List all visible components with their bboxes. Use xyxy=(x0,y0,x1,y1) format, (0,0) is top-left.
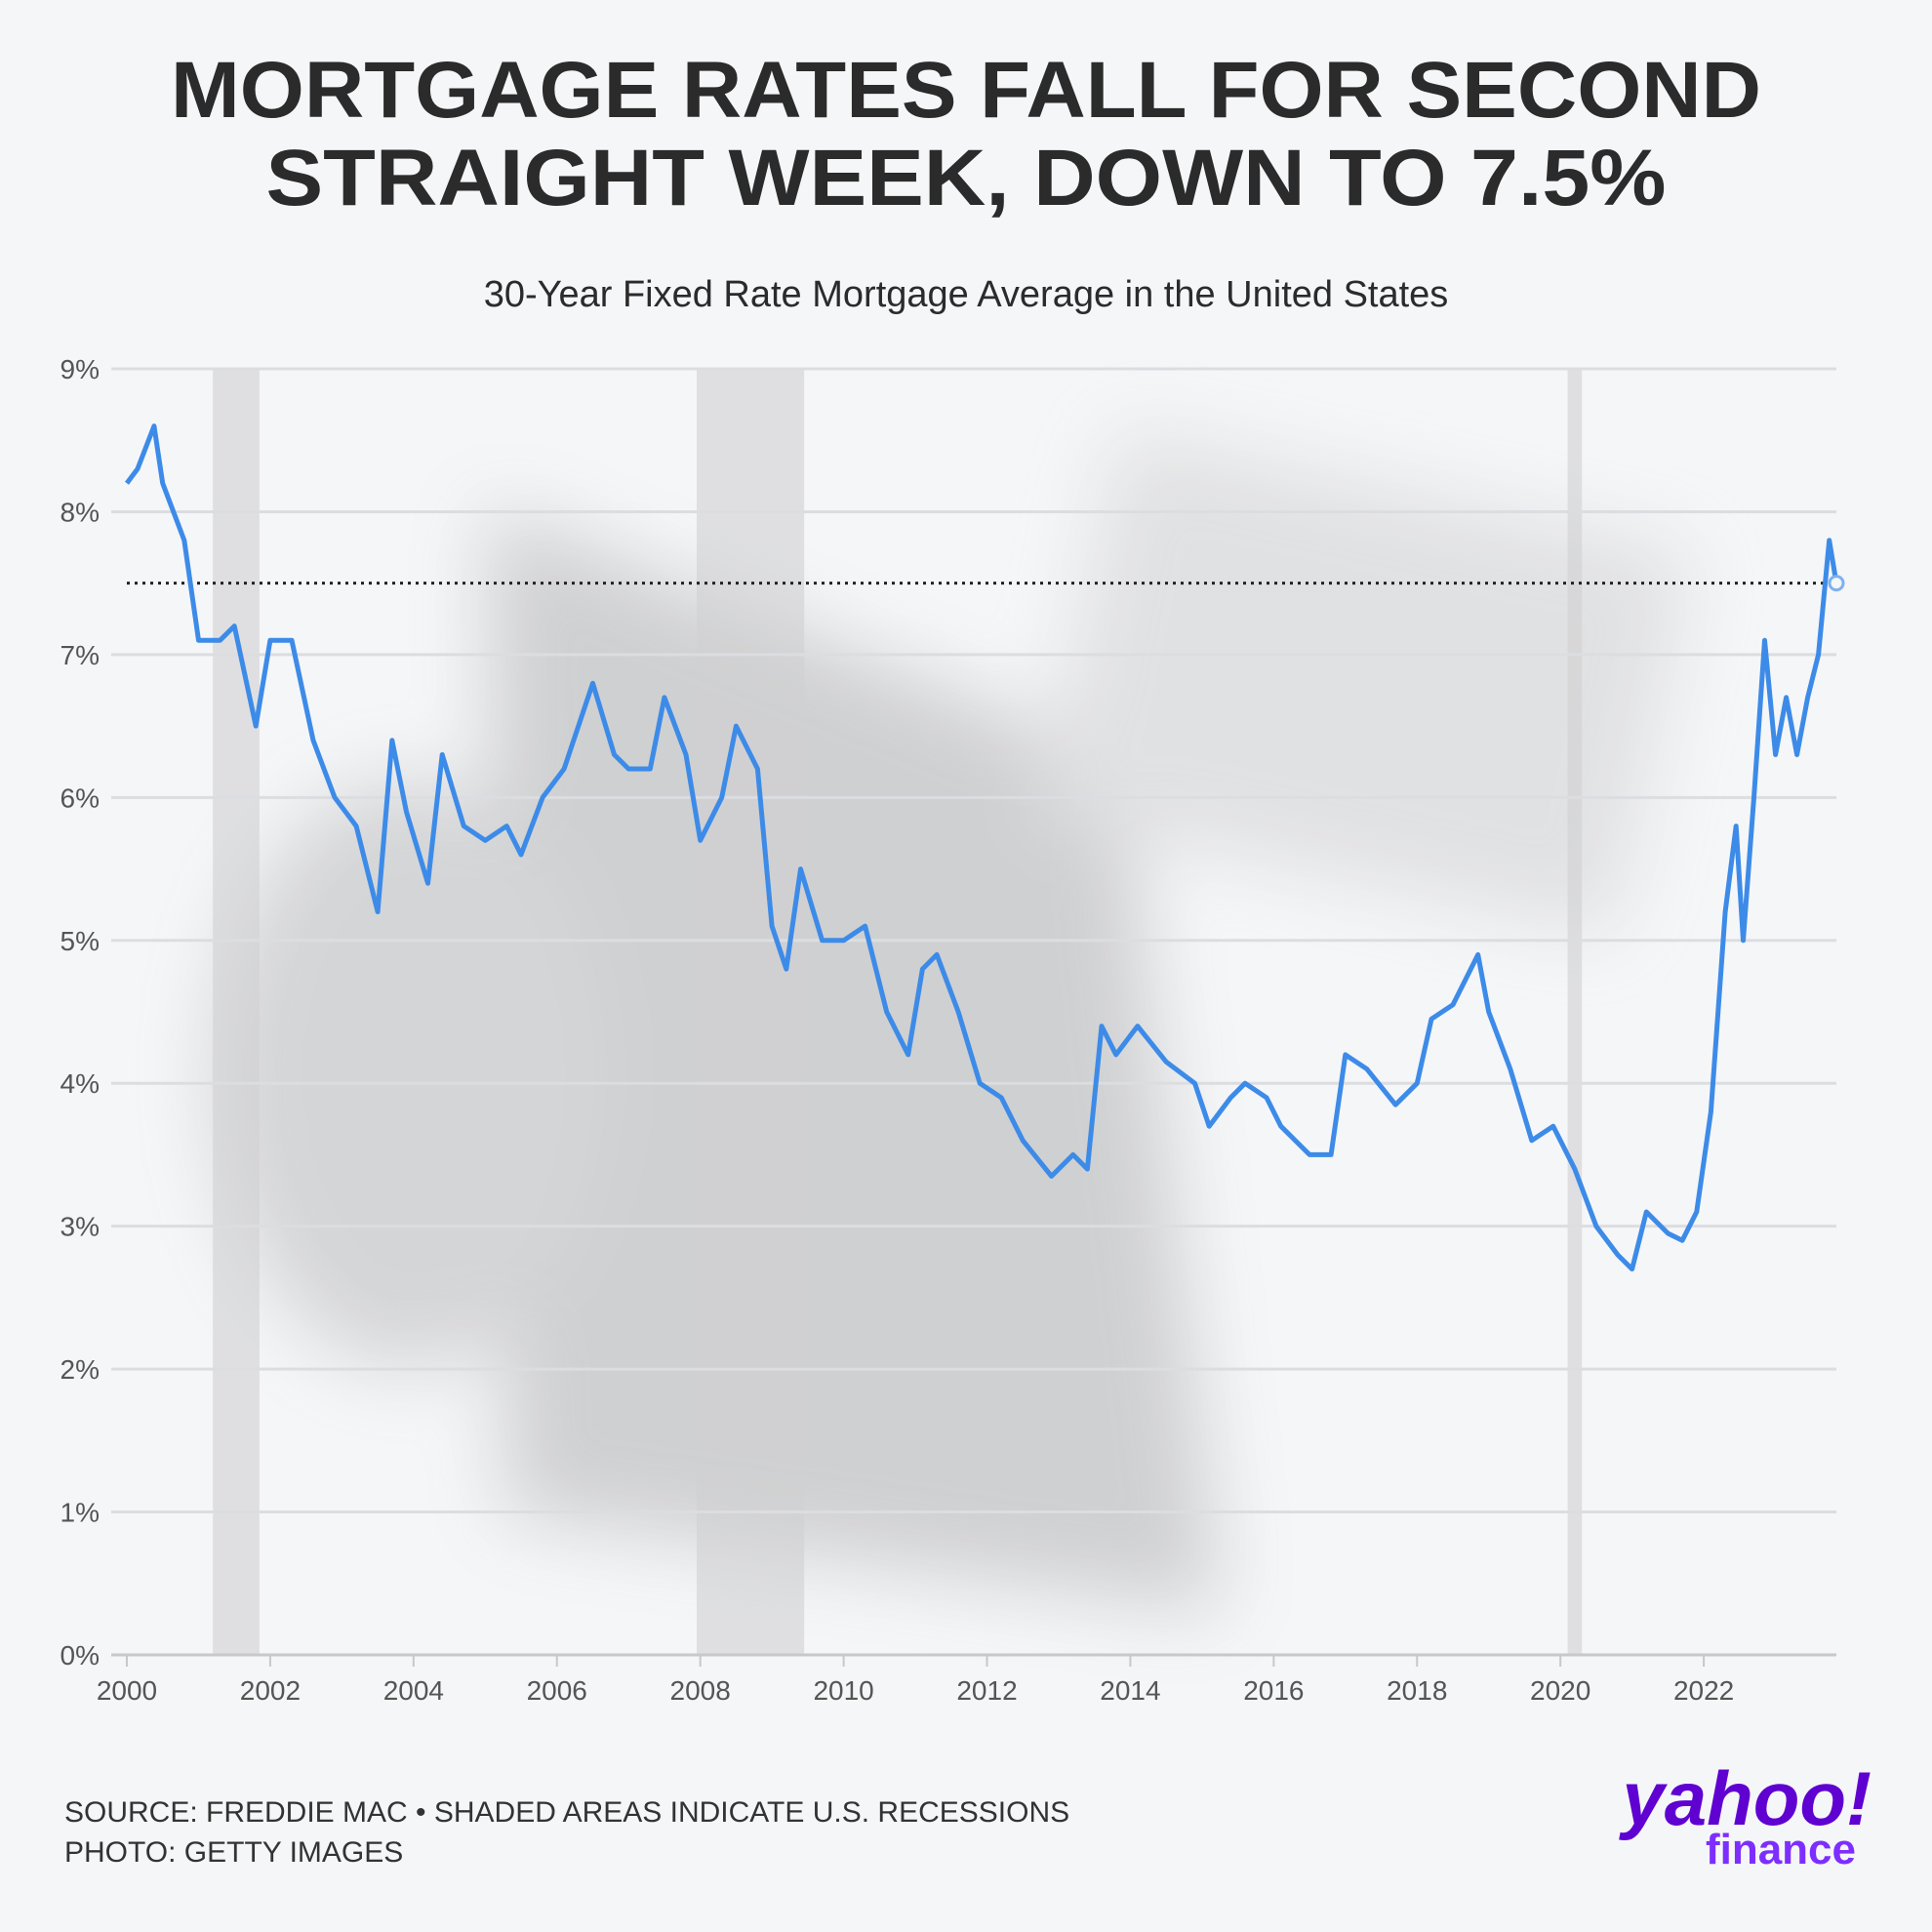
recession-band xyxy=(213,369,260,1655)
x-tick-label: 2008 xyxy=(670,1675,731,1706)
y-tick-label: 7% xyxy=(60,640,100,670)
x-tick-label: 2012 xyxy=(956,1675,1017,1706)
logo: finance xyxy=(1706,1826,1856,1873)
line-series xyxy=(124,423,1839,1272)
x-tick-label: 2004 xyxy=(383,1675,444,1706)
chart-title: STRAIGHT WEEK, DOWN TO 7.5% xyxy=(266,134,1667,222)
source-note: SOURCE: FREDDIE MAC • SHADED AREAS INDIC… xyxy=(64,1796,1069,1829)
y-tick-label: 4% xyxy=(60,1068,100,1099)
recession-band xyxy=(697,369,805,1655)
end-marker xyxy=(1828,575,1845,592)
logo: yahoo! xyxy=(1618,1755,1872,1841)
x-tick-label: 2002 xyxy=(240,1675,301,1706)
chart-subtitle: 30-Year Fixed Rate Mortgage Average in t… xyxy=(484,274,1449,315)
chart-title: MORTGAGE RATES FALL FOR SECOND xyxy=(171,46,1761,135)
background-photo xyxy=(215,430,1694,1610)
y-tick-label: 0% xyxy=(60,1640,100,1670)
y-tick-label: 1% xyxy=(60,1498,100,1528)
recession-band xyxy=(1567,369,1583,1655)
x-tick-label: 2018 xyxy=(1387,1675,1447,1706)
photo-credit: PHOTO: GETTY IMAGES xyxy=(64,1836,403,1869)
y-tick-label: 6% xyxy=(60,783,100,813)
x-tick-label: 2000 xyxy=(97,1675,157,1706)
x-tick-label: 2016 xyxy=(1243,1675,1304,1706)
x-tick-label: 2010 xyxy=(813,1675,873,1706)
y-tick-label: 8% xyxy=(60,497,100,527)
y-tick-label: 2% xyxy=(60,1354,100,1385)
x-tick-label: 2020 xyxy=(1530,1675,1590,1706)
x-tick-label: 2014 xyxy=(1100,1675,1160,1706)
x-tick-label: 2022 xyxy=(1673,1675,1734,1706)
y-tick-label: 5% xyxy=(60,926,100,956)
y-tick-label: 3% xyxy=(60,1212,100,1242)
y-tick-label: 9% xyxy=(60,354,100,384)
x-tick-label: 2006 xyxy=(527,1675,587,1706)
